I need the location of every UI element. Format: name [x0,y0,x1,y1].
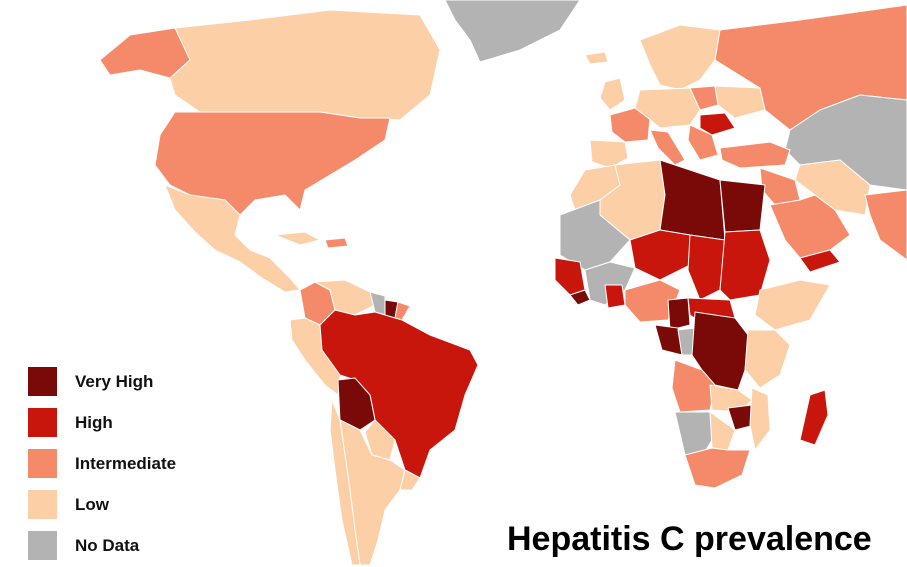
region-west-sahara [559,199,631,271]
region-venezuela [314,279,376,316]
legend-label: High [75,412,113,432]
region-east-africa [744,329,791,389]
region-nigeria [624,279,681,323]
legend-item-very-high: Very High [28,361,176,402]
region-balkans [687,124,719,161]
region-scandinavia [639,24,721,91]
region-libya [659,159,726,241]
region-fr-guiana [394,301,411,321]
legend-label: No Data [75,535,140,555]
region-yemen [799,249,841,273]
legend-swatch [28,490,57,519]
region-iberia [589,139,629,169]
region-italy [649,129,686,166]
region-mexico [164,184,301,293]
region-mozambique [749,387,771,451]
region-madagascar [799,389,829,446]
region-central-asia [784,94,907,191]
region-caribbean-2 [324,237,349,249]
legend-swatch [28,531,57,560]
region-angola [671,359,716,413]
region-ethiopia [754,279,831,331]
legend-item-high: High [28,402,176,443]
region-south-africa [684,447,751,489]
region-uk [599,77,626,111]
legend: Very High High Intermediate Low No Data [28,361,176,566]
region-romania [699,112,736,136]
region-iran [794,159,871,216]
region-iraq-syria [759,167,801,206]
legend-swatch [28,367,57,396]
region-turkey [719,141,791,169]
region-caribbean [274,231,321,246]
region-ukraine [714,85,766,119]
region-greenland [444,0,581,63]
legend-item-low: Low [28,484,176,525]
region-chad [687,234,726,301]
region-iceland [584,51,609,65]
region-saudi [769,194,851,259]
region-egypt [719,179,766,233]
region-senegal [554,257,586,296]
legend-swatch [28,449,57,478]
region-usa [154,111,391,216]
legend-label: Very High [75,371,154,391]
region-uruguay [399,469,421,491]
legend-item-no-data: No Data [28,525,176,566]
region-cameroon [667,297,691,331]
legend-item-intermediate: Intermediate [28,443,176,484]
region-niger [629,229,691,281]
map-title: Hepatitis C prevalence [507,520,872,558]
region-canada [169,9,441,121]
region-ghana [604,284,626,309]
region-gabon [654,324,683,356]
region-chile [329,399,361,566]
legend-label: Intermediate [75,453,177,473]
legend-swatch [28,408,57,437]
region-south-asia [864,189,907,261]
legend-label: Low [75,494,109,514]
